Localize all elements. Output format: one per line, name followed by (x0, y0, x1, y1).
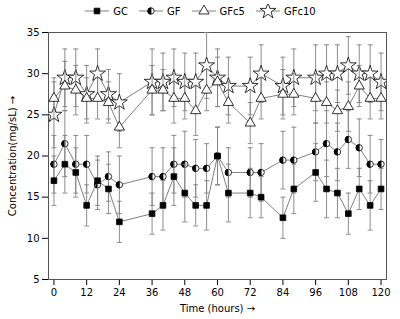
html-text:GFc10: GFc10 (283, 5, 316, 17)
svg-text:12: 12 (80, 287, 93, 298)
svg-text:35: 35 (27, 27, 40, 38)
svg-text:72: 72 (244, 287, 257, 298)
svg-text:25: 25 (27, 109, 40, 120)
svg-text:15: 15 (27, 191, 40, 202)
svg-text:Concentration(mg/sL) →: Concentration(mg/sL) → (7, 96, 18, 216)
svg-text:24: 24 (113, 287, 126, 298)
svg-text:30: 30 (27, 68, 40, 79)
html-text:GC: GC (113, 5, 128, 17)
svg-text:10: 10 (27, 233, 40, 244)
html-text:GF: GF (167, 5, 181, 17)
svg-text:0: 0 (51, 287, 57, 298)
svg-text:Time (hours) →: Time (hours) → (179, 303, 255, 314)
svg-text:20: 20 (27, 150, 40, 161)
svg-text:36: 36 (146, 287, 159, 298)
svg-text:5: 5 (33, 274, 39, 285)
svg-text:84: 84 (277, 287, 290, 298)
html-text:GFc5: GFc5 (219, 5, 245, 17)
svg-text:108: 108 (339, 287, 358, 298)
svg-text:60: 60 (211, 287, 224, 298)
svg-text:120: 120 (372, 287, 391, 298)
svg-text:96: 96 (309, 287, 322, 298)
svg-text:48: 48 (178, 287, 191, 298)
